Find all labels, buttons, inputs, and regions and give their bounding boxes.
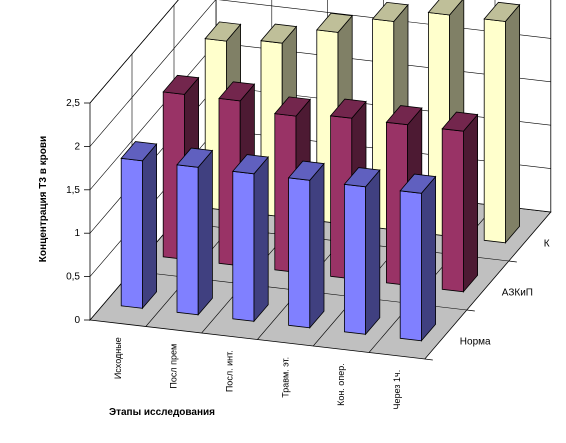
bar-top xyxy=(316,12,353,33)
y-tick-label: 1 xyxy=(74,228,80,239)
bar xyxy=(232,154,269,323)
bar-side xyxy=(197,149,213,316)
bar-side xyxy=(462,113,479,293)
bar-side xyxy=(365,169,381,336)
bar-top xyxy=(204,21,242,42)
x-tick-label: Посл. инт. xyxy=(225,350,235,392)
bar-front xyxy=(176,164,199,316)
bar xyxy=(441,111,479,293)
depth-tick xyxy=(508,260,517,263)
bar-top xyxy=(343,167,381,188)
bar-top xyxy=(260,23,298,44)
bar-front xyxy=(343,183,367,335)
y-tick-label: 2 xyxy=(74,141,80,152)
bar xyxy=(287,160,325,329)
bar-side xyxy=(309,162,325,329)
bar xyxy=(399,173,437,342)
bar-top xyxy=(483,1,521,22)
x-tick-label: Посл прем xyxy=(169,344,179,389)
y-axis-title: Концентрация Т3 в крови xyxy=(38,136,49,262)
bar xyxy=(343,167,381,336)
bar-front xyxy=(483,18,506,244)
bar-top xyxy=(120,141,158,162)
bar-front xyxy=(441,128,464,293)
y-tick-labels: 0 0,5 1 1,5 2 2,5 xyxy=(66,98,90,326)
bar-top xyxy=(218,81,256,102)
bar-front xyxy=(399,190,422,342)
x-tick-label: Травм. эт. xyxy=(280,357,290,398)
x-tick-labels: Исходные Посл прем Посл. инт. Травм. эт. Кон… xyxy=(113,337,402,409)
bars xyxy=(120,0,521,342)
bar-front xyxy=(232,170,255,322)
depth-tick xyxy=(466,309,475,312)
bar-front xyxy=(120,157,143,309)
bar-side xyxy=(420,175,437,342)
y-tick-label: 1,5 xyxy=(66,185,80,196)
bar-top xyxy=(385,105,423,126)
bar xyxy=(120,141,158,310)
bar-top xyxy=(399,173,437,194)
bar-front xyxy=(288,177,311,329)
x-axis-title: Этапы исследования xyxy=(109,407,215,418)
bar-top xyxy=(162,74,200,95)
series-label: АЗКиП xyxy=(502,288,533,299)
bar-side xyxy=(504,3,520,244)
series-label: К xyxy=(544,239,550,250)
bar-top xyxy=(287,160,325,181)
series-label: Норма xyxy=(460,337,491,348)
bar-top xyxy=(371,1,409,22)
y-tick-label: 2,5 xyxy=(66,98,80,109)
y-tick-label: 0 xyxy=(74,315,80,326)
bar xyxy=(483,1,521,244)
bar-side xyxy=(141,143,158,310)
bar-top xyxy=(232,154,269,175)
bar-top xyxy=(441,111,479,132)
x-tick-label: Через 1ч. xyxy=(392,370,402,410)
bar xyxy=(176,147,214,316)
bar-side xyxy=(253,156,269,323)
bar-top xyxy=(274,96,311,117)
depth-tick xyxy=(424,358,433,361)
x-tick-label: Исходные xyxy=(113,337,123,379)
bar-top xyxy=(176,147,214,168)
y-tick-label: 0,5 xyxy=(66,272,80,283)
bar-top xyxy=(427,0,463,16)
series-labels: Норма АЗКиП К xyxy=(424,239,550,361)
x-tick-label: Кон. опер. xyxy=(336,363,346,406)
bar-top xyxy=(329,98,367,119)
